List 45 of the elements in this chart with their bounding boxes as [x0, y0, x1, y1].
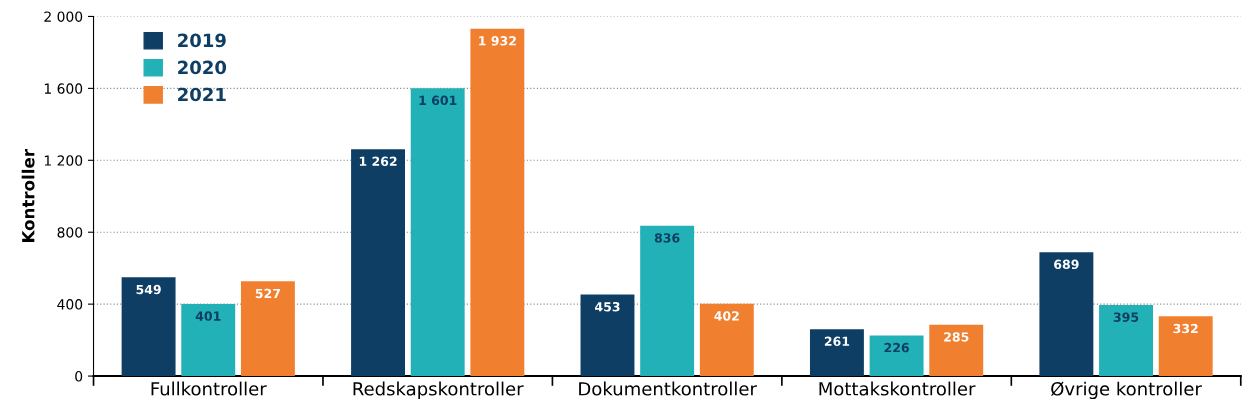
data-label: 285 — [944, 332, 969, 342]
data-label: 226 — [884, 342, 909, 353]
bar — [1039, 252, 1094, 377]
x-tick-label: Øvrige kontroller — [1051, 381, 1202, 400]
y-tick-label: 1 600 — [44, 83, 83, 94]
data-label: 1 262 — [359, 156, 397, 167]
data-label: 453 — [595, 302, 620, 312]
y-tick-label: 1 200 — [44, 155, 83, 166]
bar — [1099, 305, 1153, 377]
x-tick-label: Fullkontroller — [151, 381, 267, 396]
bar — [470, 28, 525, 377]
data-label: 1 932 — [479, 36, 516, 46]
bar — [929, 324, 984, 377]
bar — [869, 335, 924, 377]
data-label: 836 — [654, 233, 680, 243]
bar — [809, 329, 864, 377]
bar — [410, 88, 465, 377]
data-label: 689 — [1054, 259, 1079, 270]
bar — [240, 281, 295, 377]
legend-label: 2020 — [178, 60, 227, 75]
data-label: 332 — [1173, 323, 1198, 334]
data-label: 549 — [136, 284, 161, 295]
legend-label: 2021 — [178, 87, 226, 102]
data-label: 395 — [1113, 312, 1139, 322]
data-label: 401 — [195, 311, 221, 321]
y-tick-label: 2 000 — [44, 11, 83, 22]
x-tick-label: Dokumentkontroller — [579, 381, 757, 396]
y-axis-title: Kontroller — [21, 149, 35, 242]
bar — [640, 225, 695, 377]
bar — [181, 303, 236, 377]
x-tick-label: Redskapskontroller — [353, 381, 524, 400]
x-tick-label: Mottakskontroller — [819, 381, 976, 396]
data-label: 1 601 — [419, 95, 457, 106]
legend-label: 2019 — [178, 33, 226, 48]
y-tick-label: 400 — [57, 299, 83, 310]
bar — [699, 303, 754, 377]
bar — [351, 149, 405, 377]
bar — [1158, 316, 1213, 377]
y-tick-label: 800 — [57, 227, 83, 238]
data-label: 527 — [255, 288, 280, 299]
data-label: 261 — [824, 336, 850, 346]
y-tick-label: 0 — [75, 371, 83, 382]
bar — [580, 294, 635, 377]
data-label: 402 — [714, 311, 739, 321]
bar — [121, 277, 176, 377]
